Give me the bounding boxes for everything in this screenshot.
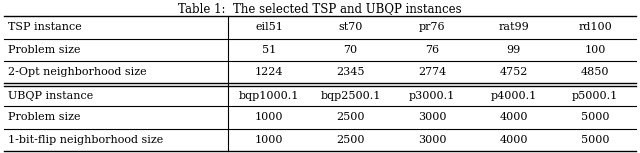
Text: 3000: 3000 bbox=[418, 112, 447, 122]
Text: 4000: 4000 bbox=[499, 112, 528, 122]
Text: 100: 100 bbox=[584, 45, 606, 55]
Text: 99: 99 bbox=[507, 45, 521, 55]
Text: 3000: 3000 bbox=[418, 135, 447, 145]
Text: 4850: 4850 bbox=[581, 67, 609, 77]
Text: eil51: eil51 bbox=[255, 22, 283, 32]
Text: 70: 70 bbox=[344, 45, 358, 55]
Text: 4752: 4752 bbox=[500, 67, 528, 77]
Text: Problem size: Problem size bbox=[8, 45, 81, 55]
Text: 2500: 2500 bbox=[337, 112, 365, 122]
Text: Problem size: Problem size bbox=[8, 112, 81, 122]
Text: 2500: 2500 bbox=[337, 135, 365, 145]
Text: rd100: rd100 bbox=[579, 22, 612, 32]
Text: p4000.1: p4000.1 bbox=[491, 91, 537, 101]
Text: p5000.1: p5000.1 bbox=[572, 91, 618, 101]
Text: st70: st70 bbox=[339, 22, 363, 32]
Text: UBQP instance: UBQP instance bbox=[8, 91, 93, 101]
Text: 76: 76 bbox=[425, 45, 439, 55]
Text: 1-bit-flip neighborhood size: 1-bit-flip neighborhood size bbox=[8, 135, 163, 145]
Text: 1000: 1000 bbox=[255, 112, 284, 122]
Text: p3000.1: p3000.1 bbox=[409, 91, 455, 101]
Text: bqp2500.1: bqp2500.1 bbox=[321, 91, 381, 101]
Text: 2-Opt neighborhood size: 2-Opt neighborhood size bbox=[8, 67, 147, 77]
Text: 2774: 2774 bbox=[418, 67, 446, 77]
Text: rat99: rat99 bbox=[499, 22, 529, 32]
Text: 2345: 2345 bbox=[337, 67, 365, 77]
Text: Table 1:  The selected TSP and UBQP instances: Table 1: The selected TSP and UBQP insta… bbox=[178, 2, 462, 15]
Text: 1224: 1224 bbox=[255, 67, 284, 77]
Text: 51: 51 bbox=[262, 45, 276, 55]
Text: pr76: pr76 bbox=[419, 22, 445, 32]
Text: 5000: 5000 bbox=[581, 112, 609, 122]
Text: 5000: 5000 bbox=[581, 135, 609, 145]
Text: 4000: 4000 bbox=[499, 135, 528, 145]
Text: TSP instance: TSP instance bbox=[8, 22, 82, 32]
Text: 1000: 1000 bbox=[255, 135, 284, 145]
Text: bqp1000.1: bqp1000.1 bbox=[239, 91, 300, 101]
